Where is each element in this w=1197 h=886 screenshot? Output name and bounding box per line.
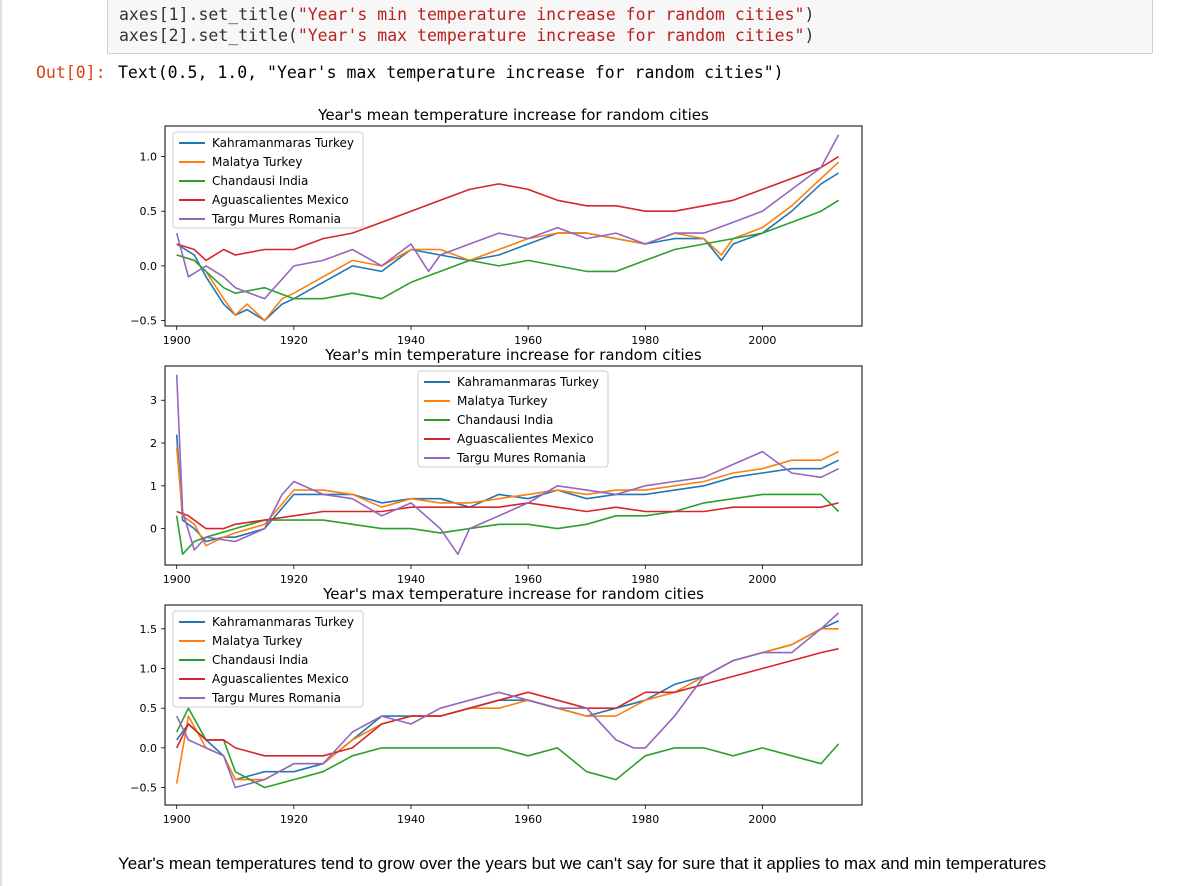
chart-title: Year's mean temperature increase for ran…	[317, 106, 709, 124]
legend-label: Malatya Turkey	[212, 634, 302, 648]
y-tick-label: 0.0	[140, 260, 158, 273]
y-tick-label: 1	[150, 480, 157, 493]
legend-label: Chandausi India	[457, 413, 553, 427]
series-line	[176, 502, 839, 530]
x-tick-label: 1900	[163, 573, 191, 586]
legend-label: Aguascalientes Mexico	[457, 432, 594, 446]
subplot-1: Year's mean temperature increase for ran…	[130, 106, 863, 347]
series-line	[175, 707, 840, 789]
x-tick-label: 1940	[397, 813, 425, 826]
legend-label: Malatya Turkey	[212, 155, 302, 169]
series-line	[175, 647, 839, 757]
legend-label: Targu Mures Romania	[211, 212, 341, 226]
cell-gutter-line	[0, 0, 2, 886]
series-group	[175, 134, 840, 322]
x-tick-label: 1920	[280, 573, 308, 586]
legend-box	[172, 610, 364, 708]
figure-svg: Year's mean temperature increase for ran…	[130, 106, 863, 826]
x-tick-label: 1920	[280, 813, 308, 826]
output-prompt: Out[0]:	[36, 63, 106, 82]
y-tick-label: −0.5	[130, 315, 157, 328]
legend-label: Chandausi India	[212, 653, 308, 667]
code-text: axes[1].set_title(	[119, 5, 298, 24]
legend-box	[172, 131, 364, 229]
series-line	[175, 493, 840, 556]
legend: Kahramanmaras Turkey Malatya Turkey Chanda…	[172, 131, 364, 229]
y-tick-label: −0.5	[130, 782, 157, 795]
code-string: "Year's max temperature increase for ran…	[297, 26, 805, 45]
code-line-1[interactable]: axes[1].set_title("Year's min temperatur…	[119, 5, 814, 24]
y-tick-label: 1.0	[140, 151, 158, 164]
legend-label: Malatya Turkey	[457, 394, 547, 408]
series-line	[175, 134, 840, 300]
series-line	[175, 447, 839, 547]
code-text: axes[2].set_title(	[119, 26, 298, 45]
x-tick-label: 2000	[748, 813, 776, 826]
series-line	[176, 199, 840, 300]
x-tick-label: 1960	[514, 813, 542, 826]
y-tick-label: 0.5	[140, 205, 158, 218]
x-tick-label: 2000	[748, 334, 776, 347]
y-tick-label: 2	[150, 437, 157, 450]
axes-frame	[164, 365, 863, 566]
y-tick-label: 1.0	[140, 662, 158, 675]
code-line-2[interactable]: axes[2].set_title("Year's max temperatur…	[119, 26, 814, 45]
x-tick-label: 1940	[397, 573, 425, 586]
subplot-2: Year's min temperature increase for rand…	[150, 346, 863, 586]
code-text: )	[804, 5, 815, 24]
code-text: )	[804, 26, 815, 45]
x-tick-label: 1940	[397, 334, 425, 347]
y-tick-label: 0.5	[140, 702, 158, 715]
x-tick-label: 1920	[280, 334, 308, 347]
legend-label: Kahramanmaras Turkey	[212, 615, 354, 629]
axes-frame	[164, 125, 863, 327]
chart-title: Year's min temperature increase for rand…	[324, 346, 702, 364]
legend-label: Targu Mures Romania	[211, 691, 341, 705]
x-tick-label: 1980	[631, 813, 659, 826]
x-tick-label: 2000	[748, 573, 776, 586]
legend-label: Kahramanmaras Turkey	[457, 375, 599, 389]
x-tick-label: 1960	[514, 573, 542, 586]
legend: Kahramanmaras Turkey Malatya Turkey Chanda…	[417, 370, 609, 468]
legend-label: Aguascalientes Mexico	[212, 672, 349, 686]
axes-frame	[164, 604, 863, 806]
series-line	[175, 612, 840, 789]
figure-output: Year's mean temperature increase for ran…	[0, 95, 1197, 840]
x-tick-label: 1960	[514, 334, 542, 347]
series-line	[176, 155, 840, 262]
legend: Kahramanmaras Turkey Malatya Turkey Chanda…	[172, 610, 364, 708]
code-string: "Year's min temperature increase for ran…	[297, 5, 805, 24]
series-group	[175, 374, 840, 556]
x-tick-label: 1980	[631, 334, 659, 347]
output-text: Text(0.5, 1.0, "Year's max temperature i…	[118, 63, 784, 82]
series-line	[175, 374, 839, 556]
chart-title: Year's max temperature increase for rand…	[322, 585, 704, 603]
legend-label: Chandausi India	[212, 174, 308, 188]
x-tick-label: 1980	[631, 573, 659, 586]
y-tick-label: 3	[150, 394, 157, 407]
y-tick-label: 0	[150, 523, 157, 536]
series-group	[175, 612, 840, 789]
legend-label: Targu Mures Romania	[456, 451, 586, 465]
x-tick-label: 1900	[163, 334, 191, 347]
legend-label: Aguascalientes Mexico	[212, 193, 349, 207]
code-cell[interactable]: axes[1].set_title("Year's min temperatur…	[107, 0, 1153, 54]
y-tick-label: 1.5	[140, 623, 158, 636]
legend-label: Kahramanmaras Turkey	[212, 136, 354, 150]
markdown-cell-text: Year's mean temperatures tend to grow ov…	[118, 854, 1047, 873]
y-tick-label: 0.0	[140, 742, 158, 755]
legend-box	[417, 370, 609, 468]
x-tick-label: 1900	[163, 813, 191, 826]
subplot-3: Year's max temperature increase for rand…	[130, 585, 863, 826]
